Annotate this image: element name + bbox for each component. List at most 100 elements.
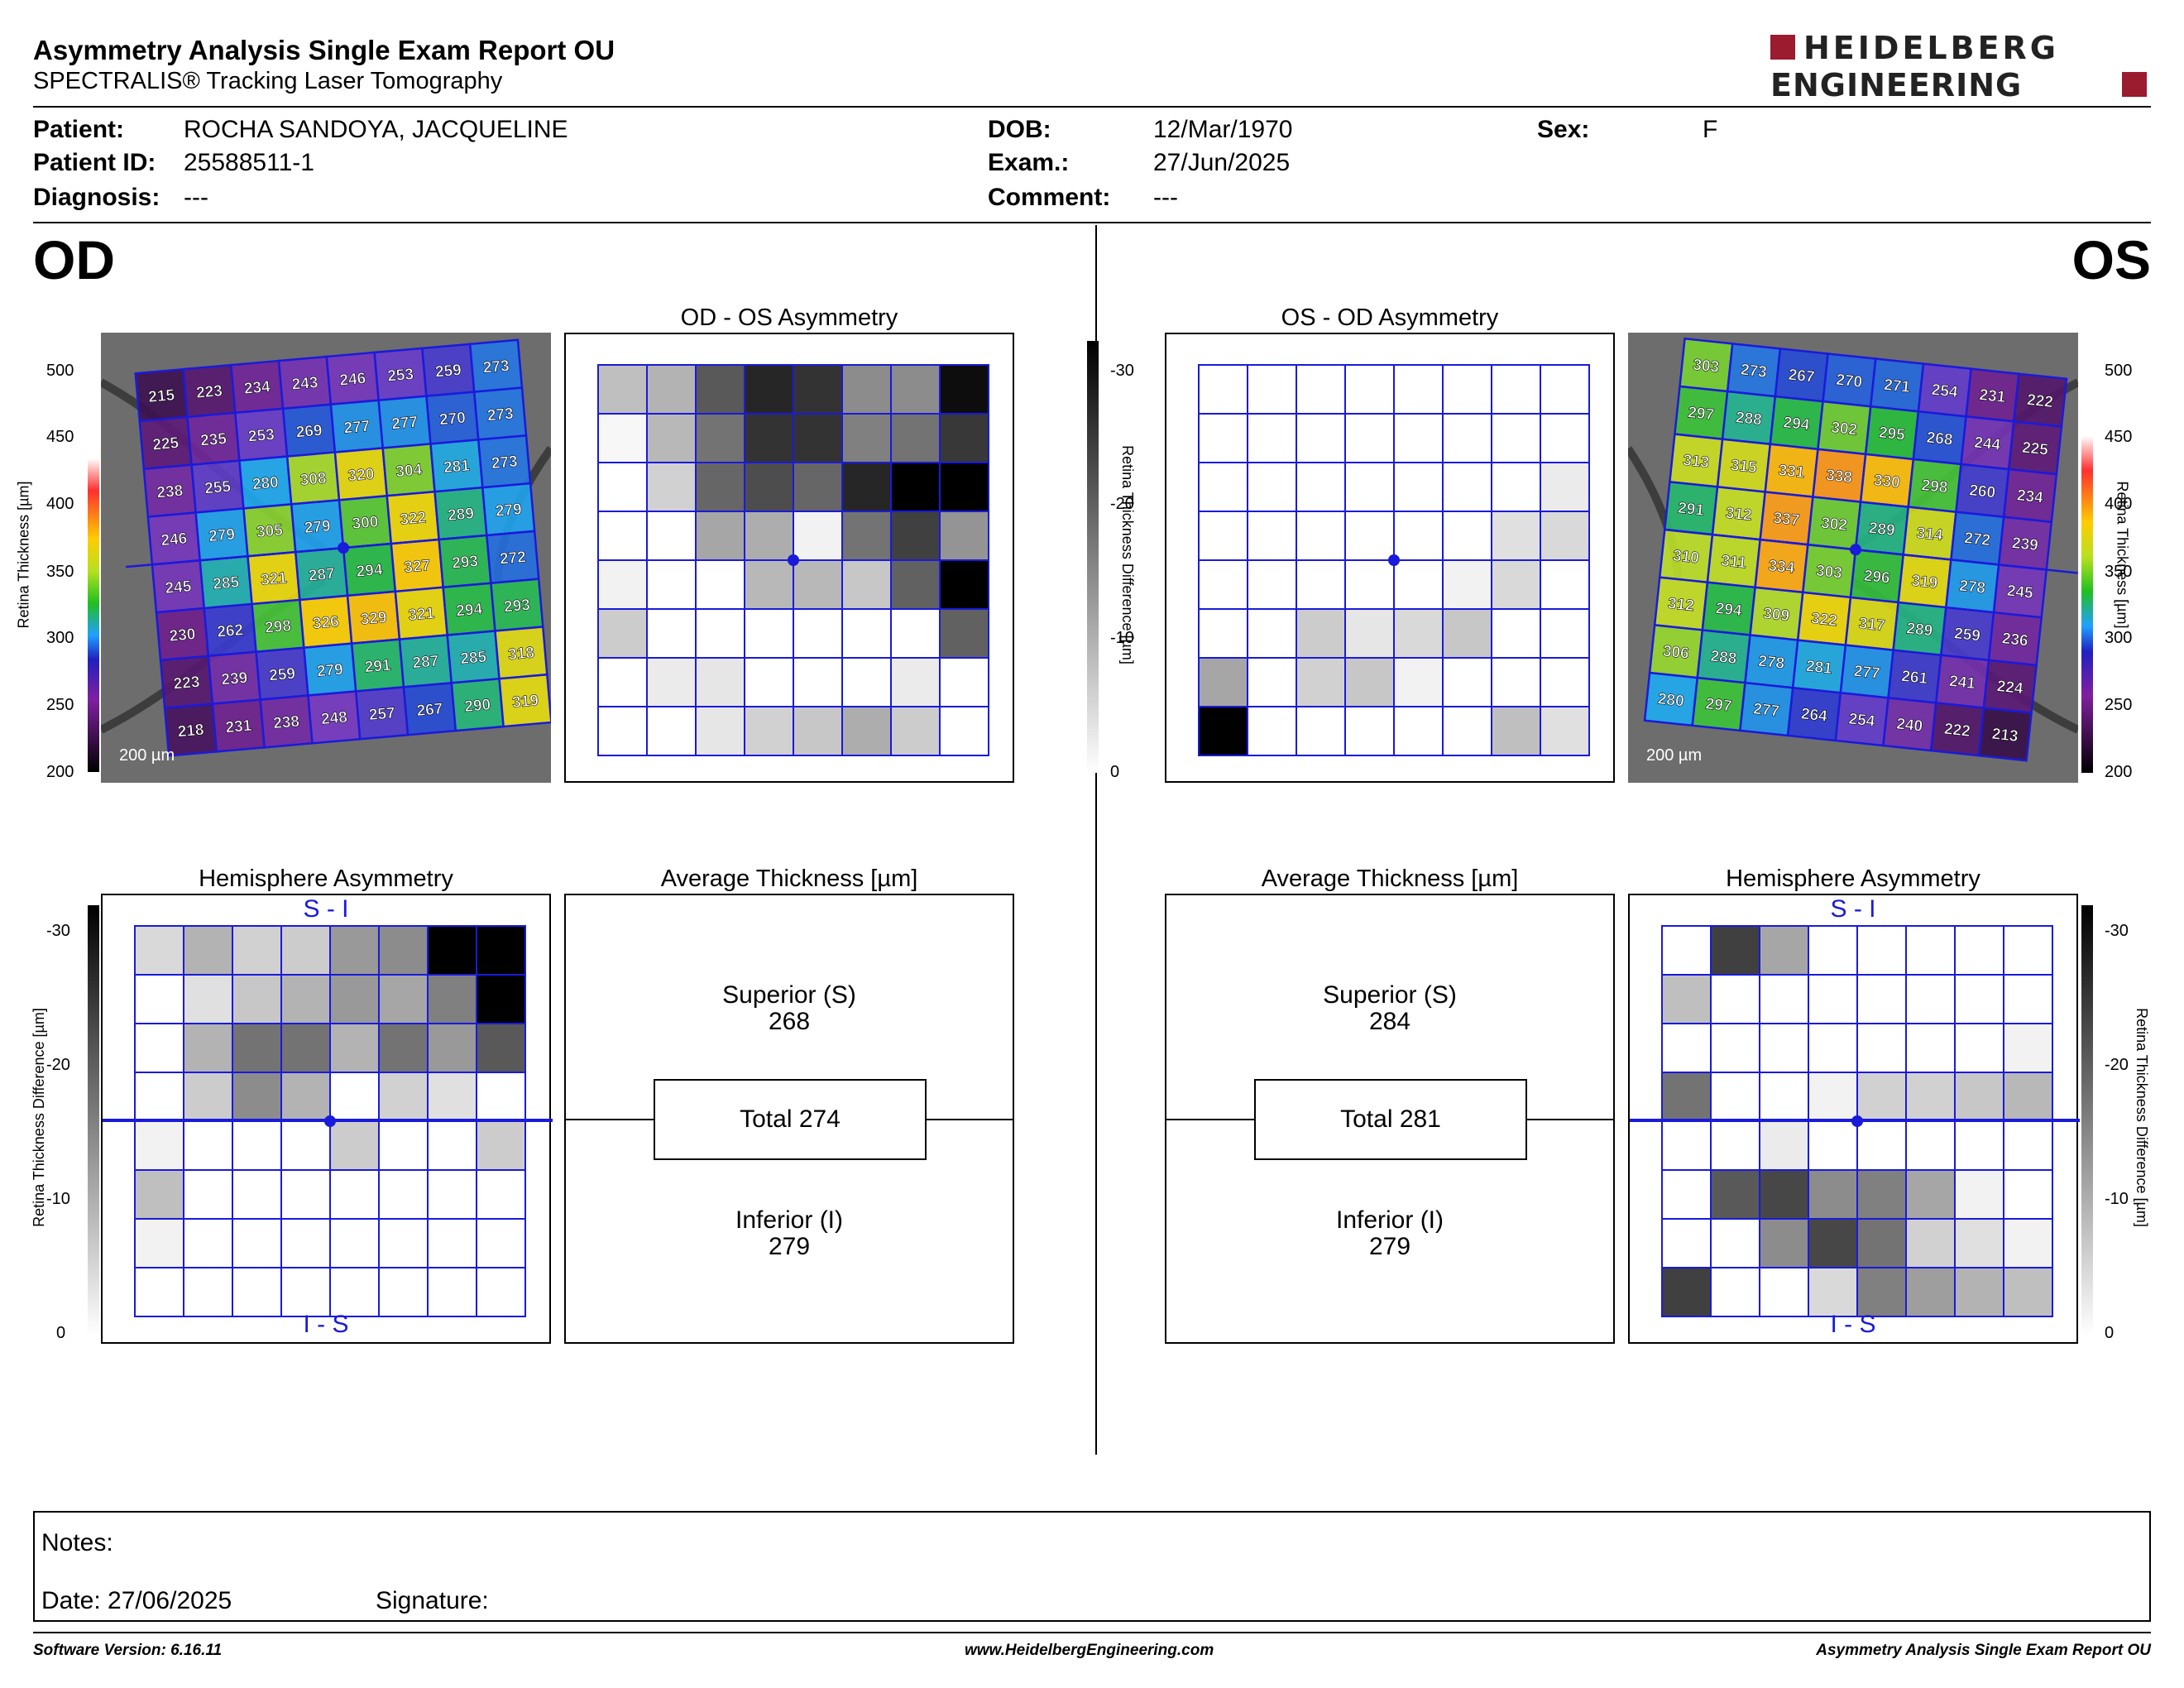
footer-report-name: Asymmetry Analysis Single Exam Report OU: [1816, 1642, 2151, 1659]
grid-cell: [476, 1267, 526, 1317]
grid-cell: [1905, 974, 1956, 1024]
grid-cell: [1491, 657, 1541, 707]
grid-cell: [1491, 364, 1541, 415]
grid-cell: [476, 1072, 526, 1122]
thickness-value: 326: [312, 613, 339, 633]
grid-cell: [1856, 1120, 1907, 1171]
grid-cell: [1344, 657, 1395, 707]
grid-cell: [1905, 1120, 1956, 1171]
grid-cell: [1856, 1169, 1907, 1220]
thickness-value: 298: [1921, 477, 1949, 496]
thickness-value: 277: [1853, 663, 1881, 683]
grid-cell: [841, 511, 892, 561]
grid-cell: [280, 1169, 331, 1220]
thickness-value: 268: [1926, 429, 1954, 449]
grid-cell: [1442, 706, 1492, 756]
thickness-value: 278: [1958, 578, 1986, 597]
grid-cell: [890, 462, 941, 512]
patient-id: 25588511-1: [184, 149, 314, 176]
grid-cell: [646, 364, 697, 415]
grid-cell: [695, 706, 745, 756]
od-hemi-axis-label: Retina Thickness Difference [µm]: [30, 1008, 47, 1227]
grid-cell: [1661, 1023, 1712, 1073]
thickness-value: 319: [511, 692, 539, 712]
grid-cell: [1710, 1267, 1760, 1317]
grid-cell: [1540, 511, 1590, 561]
grid-cell: [1491, 511, 1541, 561]
grid-cell: [183, 1072, 233, 1122]
grid-cell: [695, 364, 745, 415]
grid-cell: [1808, 1120, 1858, 1171]
grid-cell: [378, 1267, 429, 1317]
grid-cell: [280, 974, 331, 1024]
diagnosis-label: Diagnosis:: [33, 184, 160, 211]
notes-box[interactable]: Notes: Date: 27/06/2025 Signature:: [33, 1511, 2151, 1622]
os-fundus-image: 303 273 267 270 271 254 231 222 297 288 294 302 295 2…: [1628, 333, 2078, 783]
thickness-value: 313: [1682, 452, 1710, 472]
grid-cell: [1442, 364, 1492, 415]
grid-cell: [793, 706, 843, 756]
grid-cell: [183, 1267, 233, 1317]
grid-cell: [841, 462, 892, 512]
thickness-value: 302: [1820, 515, 1848, 535]
grid-cell: [1296, 608, 1346, 659]
grid-cell: [744, 364, 794, 415]
grid-cell: [427, 1072, 477, 1122]
od-total-box: Total 274: [654, 1079, 927, 1160]
thickness-value: 244: [1973, 434, 2001, 454]
thickness-value: 239: [221, 669, 248, 689]
grid-cell: [427, 925, 477, 976]
signature-label: Signature:: [376, 1587, 489, 1614]
thickness-value: 248: [320, 709, 347, 729]
thickness-value: 321: [408, 605, 436, 625]
grid-cell: [232, 925, 282, 976]
grid-cell: [793, 413, 843, 463]
center-divider: [1095, 225, 1097, 1455]
od-average-title: Average Thickness [µm]: [660, 866, 918, 892]
thickness-value: 234: [243, 378, 271, 398]
grid-cell: [841, 364, 892, 415]
website-link[interactable]: www.HeidelbergEngineering.com: [965, 1642, 1214, 1659]
os-average-title: Average Thickness [µm]: [1261, 866, 1519, 892]
grid-cell: [1661, 1120, 1712, 1171]
grid-cell: [646, 608, 697, 659]
thickness-value: 277: [391, 414, 419, 434]
thickness-value: 267: [416, 700, 443, 720]
grid-cell: [1856, 925, 1907, 976]
grid-cell: [1491, 608, 1541, 659]
grid-cell: [939, 657, 989, 707]
grid-cell: [841, 608, 892, 659]
thickness-value: 215: [148, 386, 176, 406]
diagnosis: ---: [184, 184, 208, 211]
grid-cell: [1905, 1267, 1956, 1317]
grid-cell: [1247, 413, 1297, 463]
thickness-value: 293: [451, 553, 478, 573]
thickness-value: 245: [165, 578, 193, 597]
grid-cell: [1491, 706, 1541, 756]
grid-cell: [329, 1023, 380, 1073]
thickness-value: 312: [1725, 505, 1753, 525]
comment-label: Comment:: [988, 184, 1111, 211]
grid-cell: [1393, 608, 1444, 659]
os-hemi-bottom-label: I - S: [1830, 1311, 1876, 1338]
grid-cell: [597, 706, 648, 756]
od-asymmetry-title: OD - OS Asymmetry: [680, 305, 898, 331]
thickness-value: 225: [2021, 439, 2049, 459]
thickness-value: 319: [1911, 573, 1939, 592]
thickness-value: 239: [2011, 535, 2039, 554]
thickness-value: 294: [1783, 414, 1811, 434]
grid-cell: [646, 413, 697, 463]
grid-cell: [793, 608, 843, 659]
grid-cell: [841, 413, 892, 463]
thickness-value: 280: [1657, 690, 1685, 710]
os-superior-label: Superior (S): [1323, 981, 1457, 1009]
grid-cell: [329, 925, 380, 976]
thickness-value: 231: [1978, 386, 2006, 406]
grid-cell: [280, 1023, 331, 1073]
grid-cell: [1344, 364, 1395, 415]
grid-cell: [890, 511, 941, 561]
os-asymmetry-panel: [1165, 333, 1615, 783]
thickness-value: 311: [1720, 552, 1747, 572]
os-hemisphere-title: Hemisphere Asymmetry: [1726, 866, 1980, 892]
thickness-value: 213: [1991, 726, 2019, 746]
